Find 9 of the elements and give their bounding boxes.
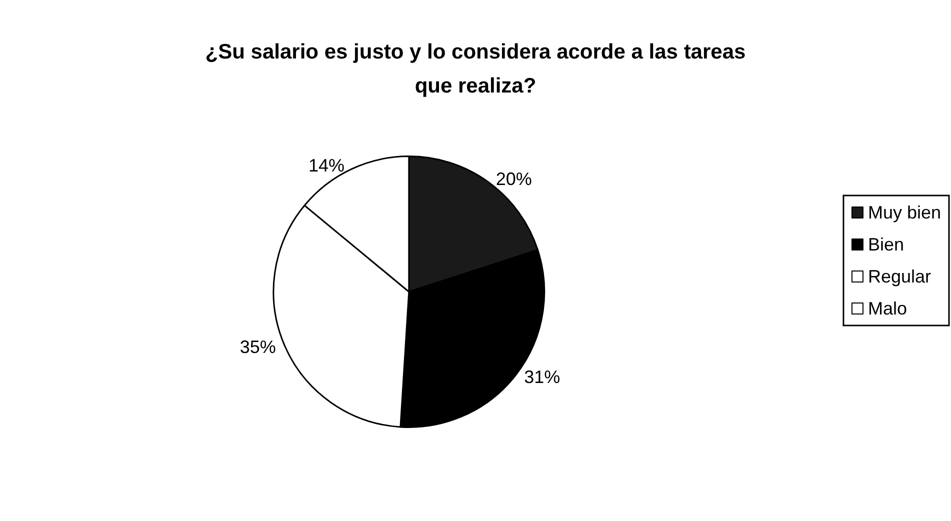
legend-label: Regular — [868, 266, 932, 286]
chart-title: ¿Su salario es justo y lo considera acorde a las tareas que realiza? — [205, 40, 746, 98]
data-label: 14% — [308, 156, 345, 176]
data-label: 31% — [524, 367, 560, 388]
data-label: 20% — [496, 168, 532, 189]
legend-label: Bien — [868, 234, 904, 254]
data-label: 35% — [240, 337, 276, 358]
legend-label: Muy bien — [868, 202, 942, 222]
legend-label: Malo — [868, 298, 907, 318]
